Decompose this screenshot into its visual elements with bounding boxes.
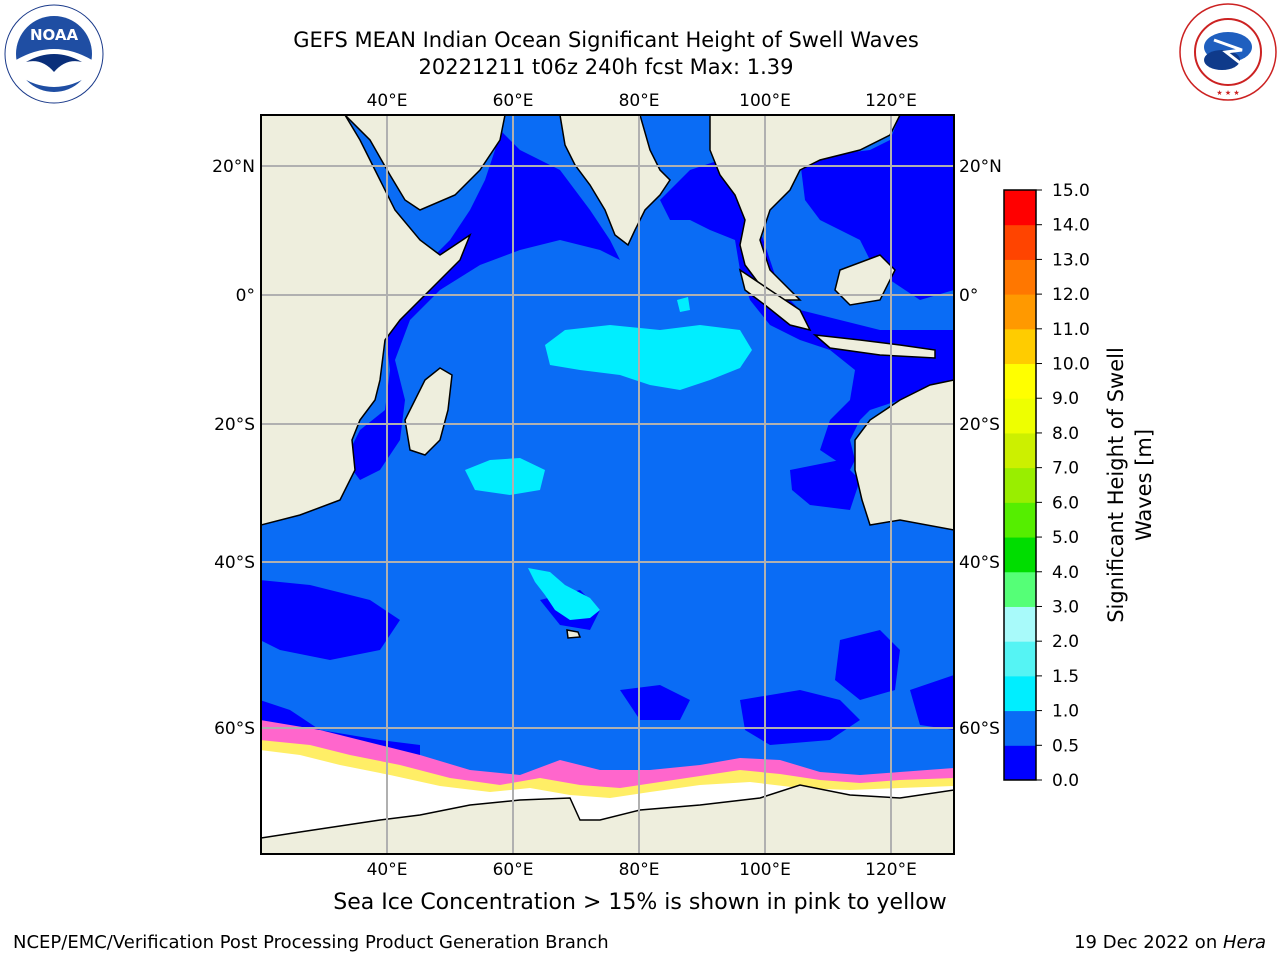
lat-label: 0° [236, 286, 255, 306]
colorbar-tick-label: 1.5 [1052, 667, 1079, 687]
plot-title: GEFS MEAN Indian Ocean Significant Heigh… [293, 28, 919, 52]
colorbar-tick-label: 7.0 [1052, 459, 1079, 479]
colorbar-segment [1004, 224, 1036, 260]
lat-labels-left: 20°N 0° 20°S 40°S 60°S [212, 157, 255, 739]
colorbar-segment [1004, 710, 1036, 746]
lon-label: 60°E [493, 860, 534, 880]
colorbar-segment [1004, 606, 1036, 642]
noaa-logo-text: NOAA [30, 26, 79, 44]
colorbar-tick-label: 0.5 [1052, 736, 1079, 756]
colorbar-tick-label: 2.0 [1052, 632, 1079, 652]
lat-label: 20°S [214, 415, 255, 435]
plot-subtitle: 20221211 t06z 240h fcst Max: 1.39 [418, 55, 794, 79]
lat-label: 0° [959, 286, 978, 306]
noaa-logo: NOAA [4, 4, 104, 104]
colorbar-segment [1004, 502, 1036, 538]
colorbar-tick-label: 1.0 [1052, 702, 1079, 722]
lon-label: 120°E [865, 91, 917, 111]
colorbar-segment [1004, 432, 1036, 469]
nws-logo: ★ ★ ★ [1179, 3, 1277, 101]
colorbar-label: Significant Height of Swell Waves [m] [1104, 347, 1156, 623]
higher-swell-regions [465, 297, 752, 620]
colorbar-tick-label: 11.0 [1052, 320, 1090, 340]
lon-label: 80°E [619, 860, 660, 880]
colorbar-segment [1004, 745, 1036, 781]
svg-text:★ ★ ★: ★ ★ ★ [1216, 89, 1239, 97]
colorbar-tick-label: 10.0 [1052, 355, 1090, 375]
colorbar-tick-label: 4.0 [1052, 563, 1079, 583]
colorbar-segment [1004, 190, 1036, 226]
graticule [261, 115, 954, 854]
lon-label: 40°E [367, 860, 408, 880]
colorbar-segment [1004, 363, 1036, 399]
colorbar-tick-label: 8.0 [1052, 424, 1079, 444]
lat-label: 60°S [214, 719, 255, 739]
colorbar-segment [1004, 259, 1036, 295]
colorbar-tick-label: 6.0 [1052, 493, 1079, 513]
colorbar-label-line2: Waves [m] [1132, 429, 1156, 541]
colorbar-tick-label: 14.0 [1052, 216, 1090, 236]
colorbar-tick-label: 0.0 [1052, 771, 1079, 791]
lon-label: 80°E [619, 91, 660, 111]
lat-label: 20°N [959, 157, 1002, 177]
colorbar-ticks: 0.0 0.5 1.0 1.5 2.0 3.0 4.0 5.0 6.0 7.0 8.0 9.0 10.0… [1036, 181, 1090, 791]
lon-label: 40°E [367, 91, 408, 111]
colorbar-label-line1: Significant Height of Swell [1104, 347, 1128, 623]
colorbar-segment [1004, 467, 1036, 503]
map-frame [260, 114, 955, 855]
colorbar-tick-label: 5.0 [1052, 528, 1079, 548]
lon-label: 120°E [865, 860, 917, 880]
colorbar-segment [1004, 537, 1036, 573]
lat-label: 60°S [959, 719, 1000, 739]
lat-label: 20°S [959, 415, 1000, 435]
colorbar-tick-label: 3.0 [1052, 597, 1079, 617]
colorbar [1003, 189, 1037, 781]
caption: Sea Ice Concentration > 15% is shown in … [333, 890, 947, 915]
lon-label: 100°E [739, 91, 791, 111]
lon-label: 60°E [493, 91, 534, 111]
lat-label: 40°S [214, 553, 255, 573]
map-area [261, 115, 954, 854]
lon-labels-bottom: 40°E 60°E 80°E 100°E 120°E [367, 860, 917, 880]
colorbar-tick-label: 13.0 [1052, 250, 1090, 270]
footer-credit: NCEP/EMC/Verification Post Processing Pr… [13, 932, 609, 953]
colorbar-tick-label: 9.0 [1052, 389, 1079, 409]
colorbar-segment [1004, 398, 1036, 434]
land-masses [261, 115, 954, 854]
lat-labels-right: 20°N 0° 20°S 40°S 60°S [959, 157, 1002, 739]
colorbar-segment [1004, 641, 1036, 677]
footer-host: Hera [1222, 932, 1266, 953]
colorbar-segment [1004, 571, 1036, 607]
colorbar-segment [1004, 294, 1036, 330]
footer-date: 19 Dec 2022 on Hera [1074, 932, 1266, 953]
lat-label: 20°N [212, 157, 255, 177]
colorbar-frame [1003, 189, 1037, 781]
lon-label: 100°E [739, 860, 791, 880]
lon-labels-top: 40°E 60°E 80°E 100°E 120°E [367, 91, 917, 111]
footer-date-text: 19 Dec 2022 on [1074, 932, 1223, 953]
colorbar-tick-label: 12.0 [1052, 285, 1090, 305]
colorbar-tick-label: 15.0 [1052, 181, 1090, 201]
colorbar-segment [1004, 328, 1036, 365]
colorbar-segment [1004, 675, 1036, 712]
lat-label: 40°S [959, 553, 1000, 573]
